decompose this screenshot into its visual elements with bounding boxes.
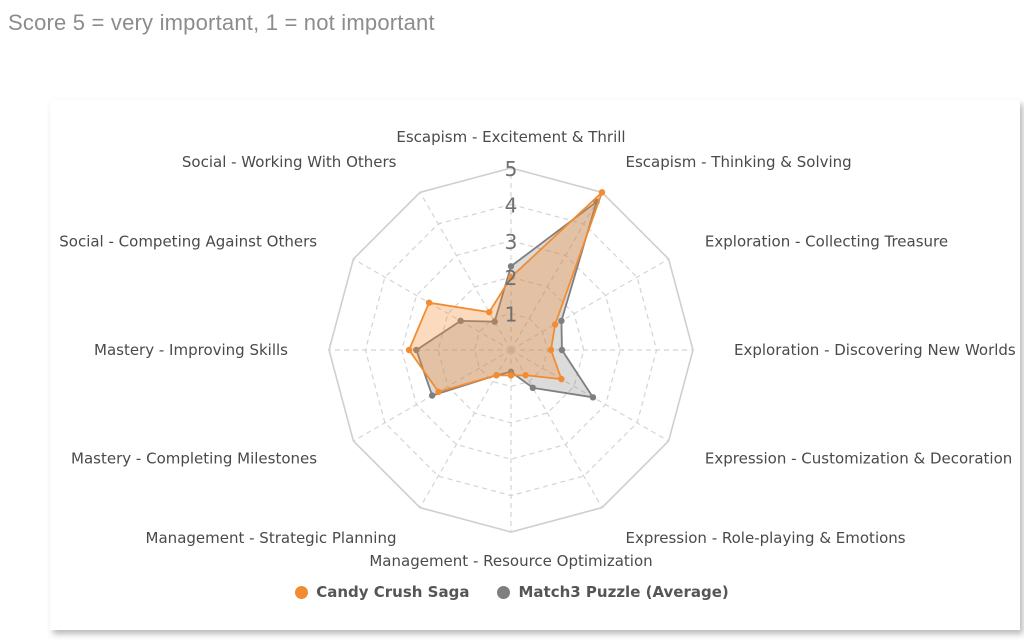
axis-label-social-working-with-others: Social - Working With Others <box>182 153 397 171</box>
series-point-candy-crush-saga-exploration-collecting-treasure <box>551 321 559 328</box>
series-point-match3-puzzle-average-mastery-improving-skills <box>413 346 420 354</box>
chart-card <box>50 100 1020 630</box>
axis-label-social-competing-against-others: Social - Competing Against Others <box>59 233 317 251</box>
series-point-match3-puzzle-average-expression-customization-decoration <box>589 394 597 401</box>
series-point-candy-crush-saga-escapism-thinking-solving <box>598 189 606 196</box>
series-point-match3-puzzle-average-social-competing-against-others <box>457 317 464 325</box>
axis-label-expression-role-playing-emotions: Expression - Role-playing & Emotions <box>626 529 906 547</box>
tick-label-4: 4 <box>505 193 518 217</box>
axis-label-mastery-improving-skills: Mastery - Improving Skills <box>94 341 288 359</box>
axis-label-expression-customization-decoration: Expression - Customization & Decoration <box>705 450 1012 468</box>
axis-label-mastery-completing-milestones: Mastery - Completing Milestones <box>71 450 317 468</box>
series-point-match3-puzzle-average-mastery-completing-milestones <box>428 392 436 399</box>
axis-label-exploration-discovering-new-worlds: Exploration - Discovering New Worlds <box>734 341 1016 359</box>
chart-legend: Candy Crush Saga Match3 Puzzle (Average) <box>0 583 1024 601</box>
legend-swatch-match3 <box>497 585 511 599</box>
series-point-candy-crush-saga-social-working-with-others <box>485 308 493 316</box>
legend-swatch-candy-crush <box>295 585 309 599</box>
series-point-match3-puzzle-average-exploration-discovering-new-worlds <box>558 346 566 354</box>
grid-spoke-escapism-thinking-solving <box>510 192 603 351</box>
series-area-candy-crush-saga <box>408 191 603 393</box>
series-point-candy-crush-saga-exploration-discovering-new-worlds <box>547 346 555 354</box>
series-point-candy-crush-saga-mastery-improving-skills <box>405 346 413 354</box>
series-point-match3-puzzle-average-social-working-with-others <box>491 318 498 325</box>
score-note: Score 5 = very important, 1 = not import… <box>8 10 435 35</box>
radar-tick-labels: 1 2 3 4 5 <box>505 157 518 327</box>
series-point-candy-crush-saga-mastery-completing-milestones <box>435 388 442 396</box>
legend-item-candy-crush[interactable]: Candy Crush Saga <box>295 583 469 601</box>
grid-spoke-exploration-collecting-treasure <box>510 258 669 351</box>
axis-label-escapism-thinking-solving: Escapism - Thinking & Solving <box>626 153 852 171</box>
axis-label-management-resource-optimization: Management - Resource Optimization <box>369 552 652 570</box>
series-point-match3-puzzle-average-escapism-excitement-thrill <box>507 263 515 270</box>
series-point-candy-crush-saga-social-competing-against-others <box>425 299 433 306</box>
tick-label-2: 2 <box>505 266 518 290</box>
tick-label-1: 1 <box>505 303 518 327</box>
axis-label-exploration-collecting-treasure: Exploration - Collecting Treasure <box>705 233 948 251</box>
axis-label-escapism-excitement-thrill: Escapism - Excitement & Thrill <box>396 128 625 146</box>
grid-spoke-expression-customization-decoration <box>510 349 669 442</box>
axis-label-management-strategic-planning: Management - Strategic Planning <box>146 529 397 547</box>
series-point-candy-crush-saga-expression-role-playing-emotions <box>522 372 529 379</box>
series-point-match3-puzzle-average-exploration-collecting-treasure <box>558 317 565 325</box>
series-point-candy-crush-saga-escapism-excitement-thrill <box>507 274 515 281</box>
grid-spoke-social-competing-against-others <box>353 258 512 351</box>
tick-label-3: 3 <box>505 230 518 254</box>
series-point-match3-puzzle-average-expression-role-playing-emotions <box>529 384 537 392</box>
legend-item-match3[interactable]: Match3 Puzzle (Average) <box>497 583 729 601</box>
series-point-candy-crush-saga-management-resource-optimization <box>507 372 515 379</box>
legend-label-match3: Match3 Puzzle (Average) <box>518 583 729 601</box>
radar-series <box>405 189 606 401</box>
tick-label-5: 5 <box>505 157 518 181</box>
legend-label-candy-crush: Candy Crush Saga <box>316 583 470 601</box>
series-point-candy-crush-saga-management-strategic-planning <box>493 372 500 379</box>
series-point-candy-crush-saga-expression-customization-decoration <box>558 375 565 383</box>
